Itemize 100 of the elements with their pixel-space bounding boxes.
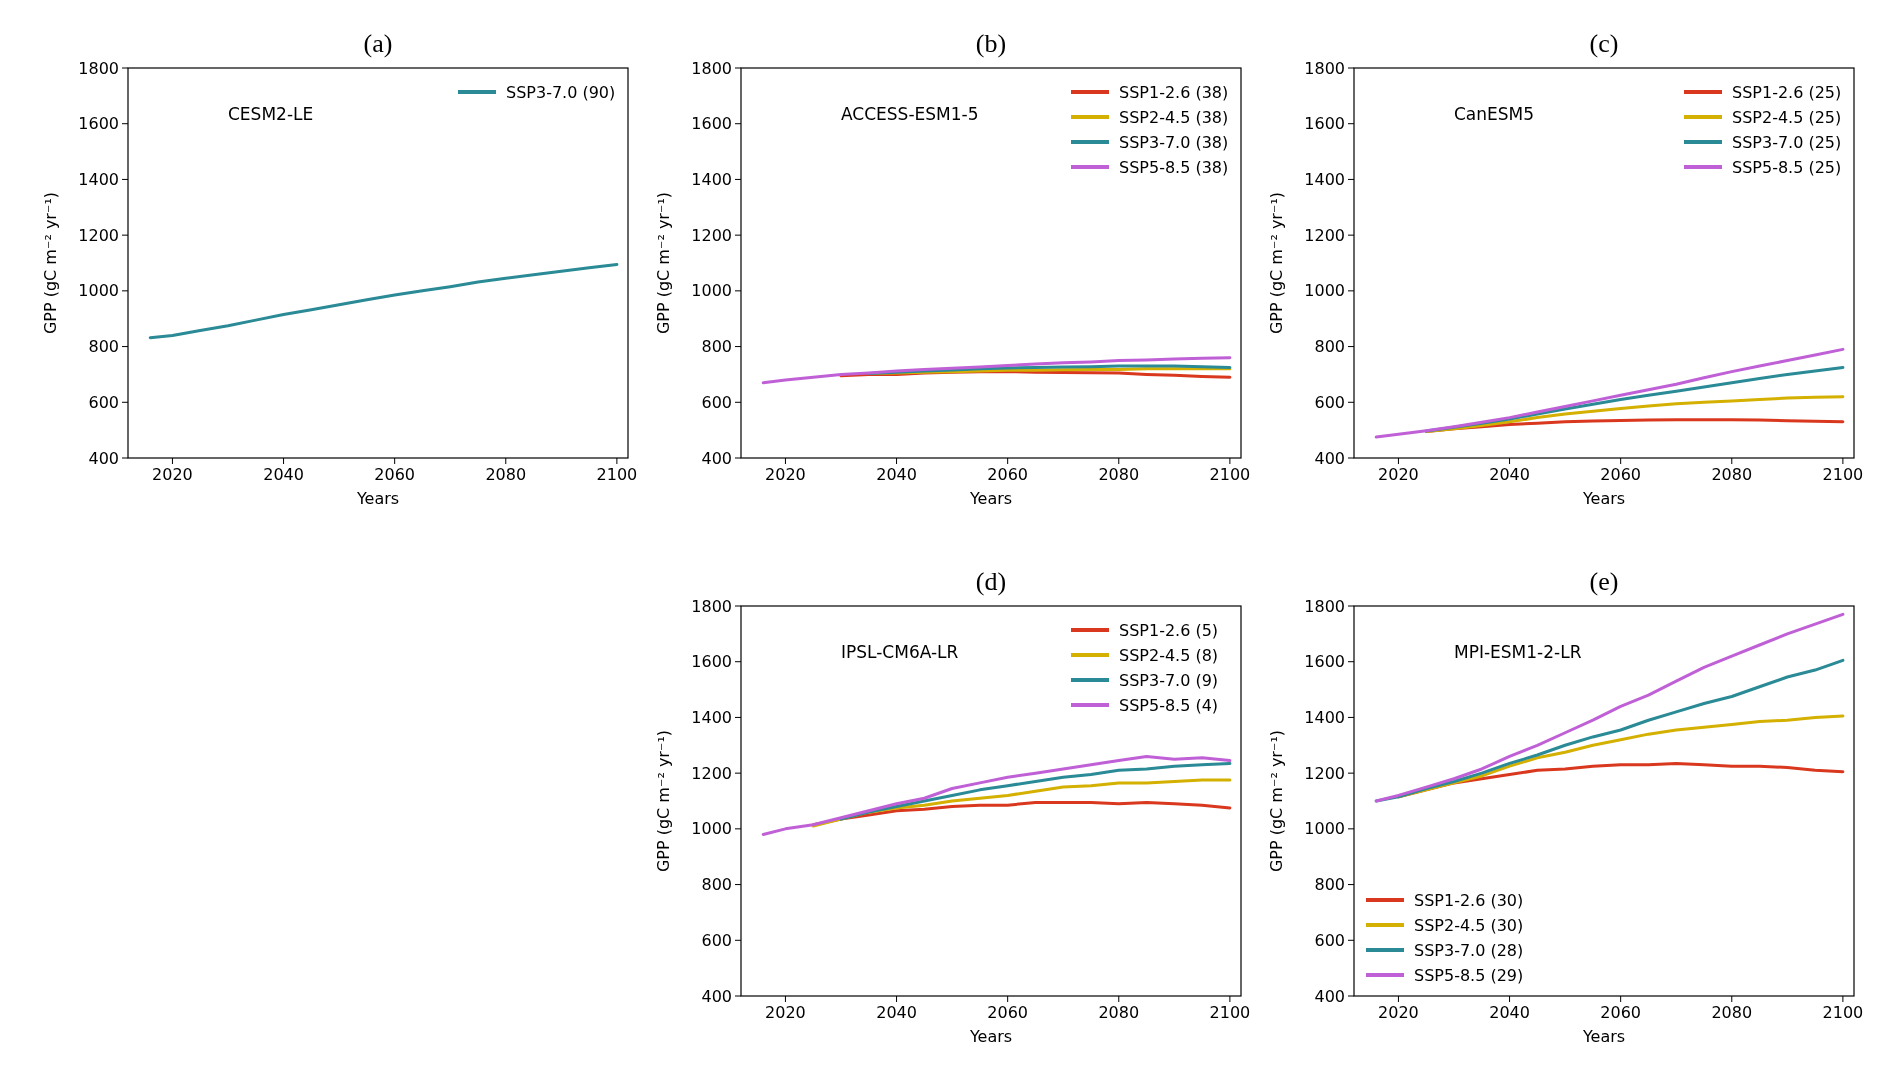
- chart-title: (b): [975, 29, 1007, 58]
- legend-label: SSP2-4.5 (8): [1119, 645, 1219, 665]
- x-tick-label: 2060: [1600, 1003, 1642, 1022]
- x-tick-label: 2020: [1378, 465, 1419, 484]
- y-tick-label: 1400: [78, 170, 119, 190]
- y-tick-label: 400: [1314, 448, 1345, 468]
- legend-label: SSP1-2.6 (5): [1119, 620, 1219, 640]
- y-tick-label: 1000: [1304, 819, 1345, 839]
- chart-title: (e): [1589, 567, 1619, 596]
- y-tick-label: 1000: [1304, 281, 1345, 301]
- legend-label: SSP1-2.6 (38): [1119, 82, 1229, 102]
- y-tick-label: 1800: [691, 58, 732, 78]
- y-tick-label: 1800: [1304, 58, 1345, 78]
- y-tick-label: 1800: [78, 58, 119, 78]
- y-tick-label: 1000: [78, 281, 119, 301]
- annotation: CESM2-LE: [228, 104, 314, 124]
- y-tick-label: 800: [701, 875, 732, 895]
- x-tick-label: 2100: [596, 465, 638, 484]
- legend-label: SSP5-8.5 (25): [1732, 157, 1842, 177]
- y-axis-title: GPP (gC m⁻² yr⁻¹): [1267, 191, 1286, 335]
- y-tick-label: 1800: [1304, 596, 1345, 616]
- legend-label: SSP5-8.5 (4): [1119, 695, 1219, 715]
- chart-title: (a): [363, 29, 393, 58]
- y-tick-label: 800: [88, 337, 119, 357]
- x-tick-label: 2040: [1489, 465, 1530, 484]
- y-tick-label: 1400: [1304, 170, 1345, 190]
- y-tick-label: 800: [1314, 337, 1345, 357]
- x-tick-label: 2040: [263, 465, 304, 484]
- x-tick-label: 2020: [765, 465, 806, 484]
- y-tick-label: 1600: [1304, 114, 1345, 134]
- y-axis-title: GPP (gC m⁻² yr⁻¹): [1267, 729, 1286, 873]
- y-axis-title: GPP (gC m⁻² yr⁻¹): [41, 191, 60, 335]
- y-tick-label: 400: [1314, 986, 1345, 1006]
- x-tick-label: 2080: [1098, 1003, 1140, 1022]
- line-series: [1424, 395, 1845, 434]
- y-tick-label: 600: [701, 392, 732, 412]
- chart-title: (d): [975, 567, 1007, 596]
- legend-label: SSP1-2.6 (30): [1414, 890, 1524, 910]
- y-tick-label: 1000: [691, 819, 732, 839]
- x-axis-title: Years: [1581, 489, 1626, 508]
- line-series: [1374, 612, 1845, 803]
- y-axis-title: GPP (gC m⁻² yr⁻¹): [654, 729, 673, 873]
- y-tick-label: 1200: [1304, 225, 1345, 245]
- y-tick-label: 1600: [78, 114, 119, 134]
- legend-label: SSP1-2.6 (25): [1732, 82, 1842, 102]
- y-tick-label: 1200: [691, 225, 732, 245]
- legend-label: SSP2-4.5 (30): [1414, 915, 1524, 935]
- y-tick-label: 1200: [1304, 763, 1345, 783]
- line-series: [839, 761, 1232, 821]
- legend-label: SSP2-4.5 (38): [1119, 107, 1229, 127]
- y-tick-label: 400: [88, 448, 119, 468]
- y-tick-label: 600: [1314, 392, 1345, 412]
- x-axis-title: Years: [355, 489, 400, 508]
- x-tick-label: 2080: [1711, 1003, 1753, 1022]
- y-tick-label: 1400: [691, 170, 732, 190]
- line-series: [148, 262, 619, 340]
- legend-label: SSP3-7.0 (38): [1119, 132, 1229, 152]
- x-tick-label: 2040: [1489, 1003, 1530, 1022]
- x-tick-label: 2100: [1822, 1003, 1864, 1022]
- y-tick-label: 1200: [78, 225, 119, 245]
- y-tick-label: 1600: [1304, 652, 1345, 672]
- x-axis-title: Years: [968, 1027, 1013, 1046]
- y-tick-label: 1000: [691, 281, 732, 301]
- legend-label: SSP3-7.0 (28): [1414, 940, 1524, 960]
- x-tick-label: 2020: [152, 465, 193, 484]
- annotation: ACCESS-ESM1-5: [841, 104, 979, 124]
- annotation: IPSL-CM6A-LR: [841, 642, 959, 662]
- y-tick-label: 1400: [1304, 708, 1345, 728]
- x-tick-label: 2100: [1822, 465, 1864, 484]
- y-tick-label: 800: [1314, 875, 1345, 895]
- x-tick-label: 2020: [765, 1003, 806, 1022]
- legend-label: SSP3-7.0 (25): [1732, 132, 1842, 152]
- x-axis-title: Years: [968, 489, 1013, 508]
- x-tick-label: 2040: [876, 465, 917, 484]
- chart-title: (c): [1589, 29, 1619, 58]
- legend-label: SSP2-4.5 (25): [1732, 107, 1842, 127]
- x-tick-label: 2060: [1600, 465, 1642, 484]
- line-series: [1374, 347, 1845, 439]
- y-tick-label: 600: [701, 930, 732, 950]
- x-tick-label: 2060: [374, 465, 416, 484]
- y-tick-label: 1600: [691, 652, 732, 672]
- y-tick-label: 1600: [691, 114, 732, 134]
- annotation: CanESM5: [1454, 104, 1535, 124]
- y-tick-label: 600: [1314, 930, 1345, 950]
- x-tick-label: 2100: [1209, 465, 1251, 484]
- y-tick-label: 600: [88, 392, 119, 412]
- y-tick-label: 400: [701, 448, 732, 468]
- y-tick-label: 1800: [691, 596, 732, 616]
- y-tick-label: 800: [701, 337, 732, 357]
- x-tick-label: 2080: [1711, 465, 1753, 484]
- y-tick-label: 1200: [691, 763, 732, 783]
- x-tick-label: 2060: [987, 1003, 1029, 1022]
- annotation: MPI-ESM1-2-LR: [1454, 642, 1582, 662]
- line-series: [761, 754, 1232, 836]
- x-tick-label: 2100: [1209, 1003, 1251, 1022]
- x-tick-label: 2020: [1378, 1003, 1419, 1022]
- line-series: [761, 356, 1232, 385]
- x-tick-label: 2060: [987, 465, 1029, 484]
- legend-label: SSP3-7.0 (90): [506, 82, 616, 102]
- x-tick-label: 2080: [1098, 465, 1140, 484]
